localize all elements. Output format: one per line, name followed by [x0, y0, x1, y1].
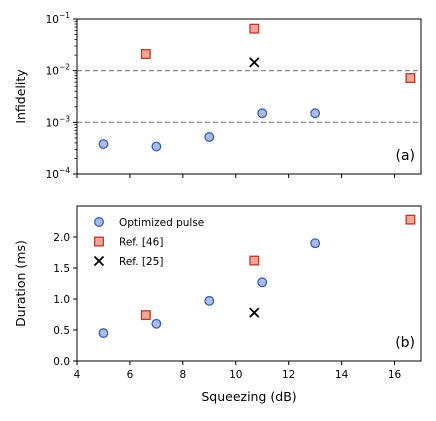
x-axis-label: Squeezing (dB) — [201, 389, 296, 404]
ref25-point — [249, 57, 260, 68]
panel-label: (b) — [395, 335, 415, 351]
optimized-point — [151, 318, 162, 329]
legend-marker-optimized — [94, 217, 104, 227]
y-tick-label: 10−1 — [46, 11, 71, 26]
legend-entry: Optimized pulse — [94, 217, 204, 229]
legend-marker — [93, 255, 105, 267]
x-tick-label: 10 — [229, 369, 242, 381]
y-tick-label: 1.5 — [53, 263, 70, 275]
ref46-point — [249, 255, 260, 266]
y-tick-label: 1.0 — [53, 294, 70, 306]
optimized-point — [310, 108, 321, 119]
x-tick-label: 8 — [180, 369, 187, 381]
optimized-point — [98, 328, 109, 339]
y-axis-label: Infidelity — [13, 69, 28, 124]
cross-stroke — [249, 57, 260, 68]
ref46-point — [140, 310, 151, 321]
optimized-point — [310, 238, 321, 249]
legend: Optimized pulse Ref. [46] Ref. [25] — [93, 217, 204, 268]
y-axis-label: Duration (ms) — [13, 240, 28, 327]
ref46-point — [405, 73, 416, 83]
legend-label: Ref. [25] — [119, 256, 163, 268]
x-tick-label: 12 — [282, 369, 295, 381]
optimized-point — [257, 277, 268, 288]
optimized-point — [204, 295, 215, 306]
y-tick-labels: 0.0 0.5 1.0 1.5 2.0 — [53, 232, 70, 368]
optimized-point — [98, 139, 109, 149]
x-tick-label: 14 — [335, 369, 349, 381]
ref46-point — [249, 23, 260, 34]
ref25-point — [249, 307, 260, 318]
y-tick-labels: 10−1 10−2 10−3 10−4 — [46, 11, 71, 181]
legend-entry: Ref. [46] — [94, 236, 163, 249]
legend-marker-ref25 — [93, 255, 105, 267]
plot-frame — [76, 205, 422, 362]
y-tick-label: 0.0 — [53, 356, 70, 368]
y-tick-label: 10−2 — [46, 63, 71, 78]
optimized-point — [257, 108, 268, 119]
legend-entry: Ref. [25] — [93, 255, 163, 268]
ref46-point — [140, 49, 151, 59]
legend-marker — [94, 217, 104, 227]
x-tick-label: 6 — [127, 369, 134, 381]
data-points — [98, 214, 416, 339]
optimized-point — [204, 132, 215, 142]
ref46-point — [405, 214, 416, 225]
x-tick-label: 4 — [74, 369, 81, 381]
data-points — [98, 23, 416, 152]
optimized-point — [151, 141, 162, 152]
cross-stroke — [93, 255, 105, 267]
cross-stroke — [249, 307, 260, 318]
tick-marks — [73, 18, 396, 178]
infidelity-panel: 10−1 10−2 10−3 10−4 Infidelity (a) — [13, 11, 422, 181]
legend-label: Optimized pulse — [119, 217, 204, 229]
tick-marks — [73, 236, 396, 365]
y-tick-label: 0.5 — [53, 325, 70, 337]
x-tick-label: 16 — [388, 369, 402, 381]
panel-label: (a) — [395, 148, 415, 164]
legend-label: Ref. [46] — [119, 237, 163, 249]
y-tick-label: 10−3 — [46, 114, 71, 129]
duration-panel: 0.0 0.5 1.0 1.5 2.0 4 6 8 10 12 14 16 Duration (ms… — [13, 205, 422, 404]
y-tick-label: 2.0 — [53, 232, 70, 244]
y-tick-label: 10−4 — [46, 166, 71, 181]
legend-marker — [94, 236, 104, 247]
x-tick-labels: 4 6 8 10 12 14 16 — [74, 369, 402, 381]
legend-marker-ref46 — [94, 236, 104, 247]
plot-frame — [76, 18, 422, 175]
